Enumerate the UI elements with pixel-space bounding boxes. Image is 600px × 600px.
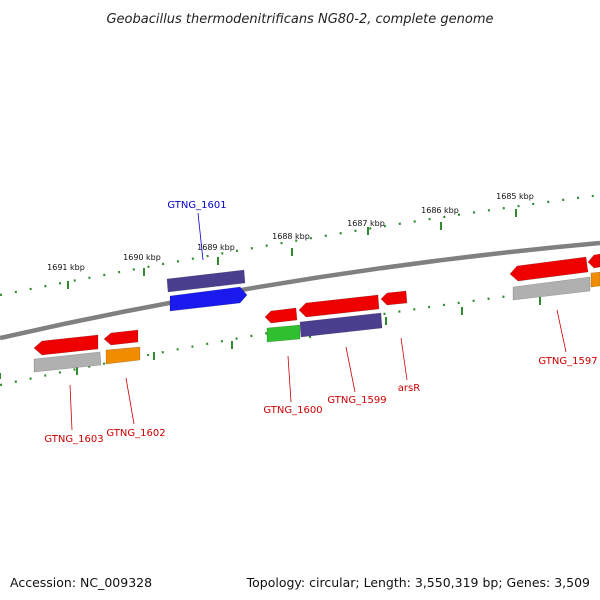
accession-text: Accession: NC_009328 [10,575,153,590]
leader-line-gtng-1601 [197,212,204,261]
cds-partial-orange[interactable] [590,271,600,288]
gene-labels: GTNG_1601 GTNG_1603 GTNG_1602 GTNG_1600 … [44,200,597,445]
cds-arsr[interactable] [380,290,408,306]
cds-gtng-1603[interactable] [33,334,99,356]
tick-label-1689-kbp: 1689 kbp [197,243,235,252]
leader-line-gtng-1597 [556,309,567,353]
tick-label-1688-kbp: 1688 kbp [272,232,310,241]
gene-label-gtng-1601[interactable]: GTNG_1601 [167,200,226,211]
gene-label-gtng-1599[interactable]: GTNG_1599 [327,395,386,406]
cds-partial[interactable] [587,253,600,269]
tick-label-1687-kbp: 1687 kbp [347,219,385,228]
cds-gtng-1600-green[interactable] [266,324,301,343]
tick-label-1686-kbp: 1686 kbp [421,206,459,215]
map-title: Geobacillus thermodenitrificans NG80-2, … [106,12,493,27]
cds-gtng-1601-outer[interactable] [166,269,246,293]
gene-label-gtng-1602[interactable]: GTNG_1602 [106,428,165,439]
cds-gtng-1597-gray[interactable] [512,276,591,301]
leader-line-gtng-1602 [125,377,135,425]
cds-gtng-1599[interactable] [298,294,380,318]
tick-label-1691-kbp: 1691 kbp [47,263,85,272]
cds-gtng-1601[interactable] [169,286,248,312]
cds-gtng-1600[interactable] [264,307,298,324]
tick-label-1685-kbp: 1685 kbp [496,192,534,201]
leader-line-gtng-1600 [287,355,292,403]
genome-backbone [0,240,600,341]
cds-gtng-1599-purple[interactable] [299,312,383,338]
leader-line-gtng-1603 [69,384,73,431]
cds-gtng-1602[interactable] [103,329,139,346]
cds-gtng-1597[interactable] [509,256,589,282]
gene-label-gtng-1600[interactable]: GTNG_1600 [263,405,322,416]
cds-gtng-1602-orange[interactable] [105,346,141,365]
genome-summary-text: Topology: circular; Length: 3,550,319 bp… [246,575,590,590]
cds-gtng-1603-gray[interactable] [33,351,102,373]
outer-scale-track: 1691 kbp 1690 kbp 1689 kbp 1688 kbp 1687… [0,192,600,297]
gene-label-gtng-1603[interactable]: GTNG_1603 [44,434,103,445]
gene-label-arsr[interactable]: arsR [398,383,420,394]
cds-features [33,253,600,373]
leader-line-gtng-1599 [345,346,356,393]
gene-label-gtng-1597[interactable]: GTNG_1597 [538,356,597,367]
tick-label-1690-kbp: 1690 kbp [123,253,161,262]
leader-line-arsr [400,337,408,381]
